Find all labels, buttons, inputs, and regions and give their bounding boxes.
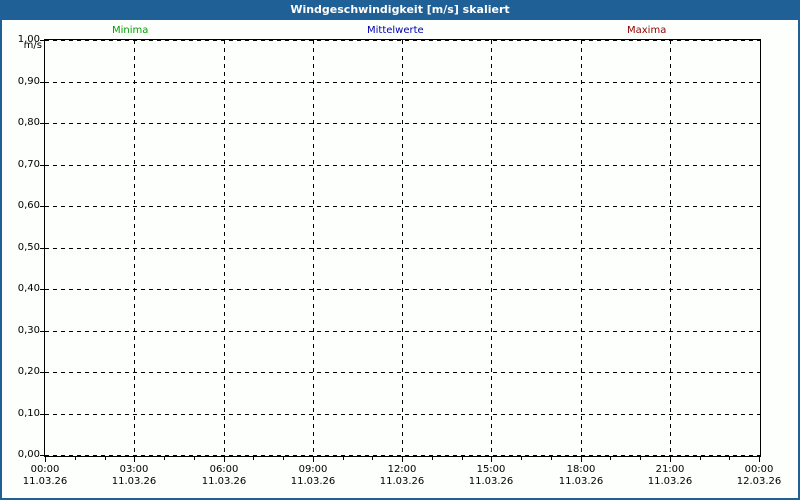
x-axis-tick-time: 09:00 <box>298 464 328 475</box>
y-axis-tick-mark <box>40 40 45 41</box>
grid-lines <box>45 40 760 456</box>
y-axis-tick-label: 0,90 <box>17 76 40 87</box>
x-axis-tick-date: 11.03.26 <box>22 476 68 487</box>
y-axis-tick-label: 0,20 <box>17 366 40 377</box>
window-title-bar: Windgeschwindigkeit [m/s] skaliert <box>2 2 798 20</box>
plot-area <box>44 39 761 457</box>
x-axis-tick-mark-minor <box>462 456 463 460</box>
x-axis-tick-date: 11.03.26 <box>201 476 247 487</box>
x-axis-tick-date: 11.03.26 <box>558 476 604 487</box>
y-axis-tick-mark <box>40 165 45 166</box>
y-axis-tick-label: 0,00 <box>17 449 40 460</box>
x-axis-tick-mark-minor <box>432 456 433 460</box>
y-axis-tick-mark <box>40 82 45 83</box>
x-axis-tick-mark-minor <box>640 456 641 460</box>
x-axis-tick-mark-minor <box>610 456 611 460</box>
x-axis-tick-mark-minor <box>194 456 195 460</box>
x-axis-tick-mark-minor <box>105 456 106 460</box>
y-axis-tick-mark <box>40 123 45 124</box>
y-axis-tick-mark <box>40 331 45 332</box>
chart-legend: Minima Mittelwerte Maxima <box>2 23 798 38</box>
page-title: Windgeschwindigkeit [m/s] skaliert <box>290 3 510 16</box>
x-axis-tick-mark-minor <box>75 456 76 460</box>
y-axis-unit-label: m/s <box>23 40 42 51</box>
x-axis-tick-time: 21:00 <box>655 464 685 475</box>
x-axis-tick-mark-minor <box>343 456 344 460</box>
x-axis-tick-label: 12:00 11.03.26 <box>362 464 442 488</box>
x-axis-tick-mark-major <box>402 456 403 462</box>
legend-item-maxima: Maxima <box>627 25 667 36</box>
x-axis-tick-date: 11.03.26 <box>111 476 157 487</box>
x-axis-tick-date: 11.03.26 <box>379 476 425 487</box>
x-axis-tick-label: 09:00 11.03.26 <box>273 464 353 488</box>
x-axis-tick-mark-major <box>759 456 760 462</box>
y-axis-tick-label: 0,30 <box>17 325 40 336</box>
y-axis-tick-mark <box>40 455 45 456</box>
x-axis-tick-label: 00:00 12.03.26 <box>719 464 798 488</box>
x-axis-tick-time: 18:00 <box>566 464 596 475</box>
y-axis-tick-label: 0,60 <box>17 200 40 211</box>
x-axis-tick-mark-minor <box>521 456 522 460</box>
x-axis-tick-mark-major <box>581 456 582 462</box>
x-axis-tick-mark-major <box>491 456 492 462</box>
y-axis-tick-label: 0,40 <box>17 283 40 294</box>
x-axis-tick-label: 03:00 11.03.26 <box>94 464 174 488</box>
x-axis-tick-date: 11.03.26 <box>290 476 336 487</box>
plot-wrapper <box>44 39 761 457</box>
x-axis-tick-mark-major <box>224 456 225 462</box>
y-axis-tick-mark <box>40 206 45 207</box>
x-axis-tick-label: 21:00 11.03.26 <box>630 464 710 488</box>
y-axis-tick-label: 1,00 <box>17 34 40 45</box>
x-axis-tick-mark-major <box>134 456 135 462</box>
x-axis-tick-mark-minor <box>700 456 701 460</box>
y-axis-tick-label: 0,80 <box>17 117 40 128</box>
x-axis-tick-label: 15:00 11.03.26 <box>451 464 531 488</box>
x-axis-tick-date: 11.03.26 <box>647 476 693 487</box>
x-axis-tick-label: 18:00 11.03.26 <box>541 464 621 488</box>
y-axis-tick-label: 0,50 <box>17 242 40 253</box>
x-axis-tick-mark-minor <box>164 456 165 460</box>
x-axis-tick-mark-minor <box>729 456 730 460</box>
x-axis-tick-mark-minor <box>283 456 284 460</box>
y-axis-tick-mark <box>40 414 45 415</box>
x-axis-tick-mark-major <box>313 456 314 462</box>
x-axis-tick-mark-major <box>45 456 46 462</box>
y-axis-tick-mark <box>40 248 45 249</box>
x-axis-tick-mark-major <box>670 456 671 462</box>
x-axis-tick-label: 06:00 11.03.26 <box>184 464 264 488</box>
x-axis-tick-mark-minor <box>372 456 373 460</box>
y-axis-tick-mark <box>40 372 45 373</box>
x-axis-tick-time: 12:00 <box>387 464 417 475</box>
x-axis-tick-mark-minor <box>253 456 254 460</box>
x-axis-tick-time: 00:00 <box>744 464 774 475</box>
y-axis-tick-label: 0,10 <box>17 408 40 419</box>
x-axis-tick-time: 00:00 <box>30 464 60 475</box>
x-axis-tick-time: 03:00 <box>119 464 149 475</box>
x-axis-tick-date: 12.03.26 <box>736 476 782 487</box>
legend-item-minima: Minima <box>112 25 149 36</box>
x-axis-tick-time: 15:00 <box>476 464 506 475</box>
y-axis-tick-label: 0,70 <box>17 159 40 170</box>
x-axis-tick-date: 11.03.26 <box>468 476 514 487</box>
x-axis-tick-label: 00:00 11.03.26 <box>5 464 85 488</box>
x-axis-tick-mark-minor <box>551 456 552 460</box>
y-axis-tick-mark <box>40 289 45 290</box>
x-axis-tick-time: 06:00 <box>209 464 239 475</box>
legend-item-mittelwerte: Mittelwerte <box>367 25 424 36</box>
